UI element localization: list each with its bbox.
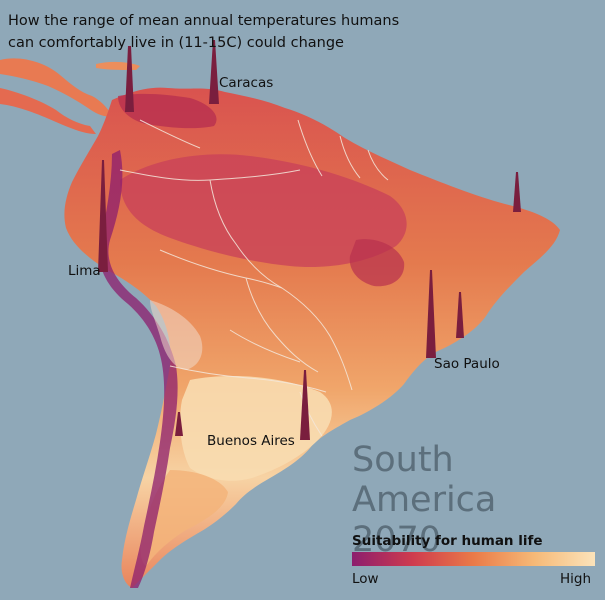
spike-bogota bbox=[125, 46, 134, 112]
spike-santiago bbox=[175, 412, 183, 436]
southern-high-zone bbox=[180, 376, 332, 481]
northern-low-zone bbox=[118, 93, 217, 129]
city-label-sao-paulo: Sao Paulo bbox=[434, 356, 500, 372]
spike-caracas bbox=[209, 40, 219, 104]
andes-highlands bbox=[150, 300, 203, 370]
central-america-land bbox=[0, 58, 112, 117]
central-america-land-west bbox=[0, 88, 96, 134]
city-label-lima: Lima bbox=[68, 263, 101, 279]
legend-low-label: Low bbox=[352, 571, 379, 587]
spike-lima bbox=[98, 160, 108, 272]
region-name: South America bbox=[352, 440, 497, 520]
spike-rio bbox=[456, 292, 464, 338]
amazon-low-zone bbox=[120, 154, 407, 268]
city-label-caracas: Caracas bbox=[219, 75, 274, 91]
legend-title: Suitability for human life bbox=[352, 533, 543, 549]
country-borders bbox=[119, 119, 389, 437]
spike-sao-paulo bbox=[426, 270, 436, 358]
spike-buenos-aires bbox=[300, 370, 310, 440]
spike-recife bbox=[513, 172, 521, 212]
city-label-buenos-aires: Buenos Aires bbox=[207, 433, 295, 449]
legend-color-bar bbox=[352, 552, 595, 566]
central-low-zone bbox=[349, 239, 405, 287]
population-spikes bbox=[98, 40, 521, 440]
patagonia-zone bbox=[140, 470, 228, 566]
map-title: How the range of mean annual temperature… bbox=[8, 13, 400, 51]
legend-high-label: High bbox=[560, 571, 592, 587]
andes-mountains bbox=[99, 150, 178, 588]
